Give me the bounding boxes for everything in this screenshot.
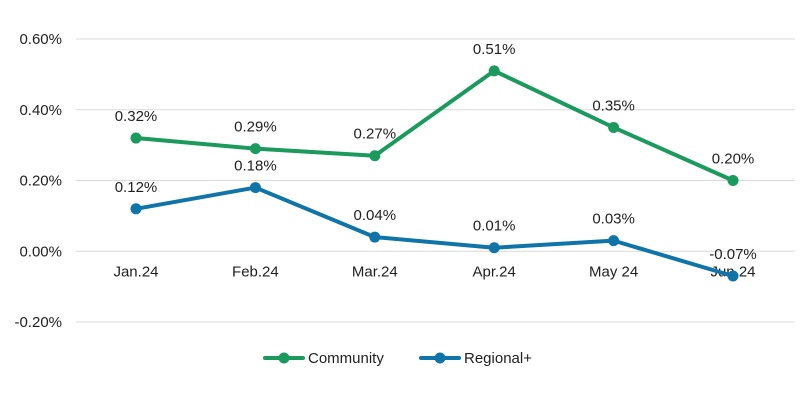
data-label: 0.35% xyxy=(592,97,635,114)
data-point xyxy=(130,132,142,144)
data-point xyxy=(488,65,500,77)
x-tick-label: Apr.24 xyxy=(473,263,516,280)
data-point xyxy=(369,150,381,162)
data-point xyxy=(249,182,261,194)
data-label: 0.29% xyxy=(234,119,277,136)
y-tick-label: 0.60% xyxy=(19,31,62,48)
data-point xyxy=(130,203,142,215)
data-label: 0.03% xyxy=(592,211,635,228)
data-point xyxy=(608,235,620,247)
grid-lines xyxy=(76,38,795,323)
data-labels: 0.32% 0.29% 0.27% 0.51% 0.35% 0.20% 0.12% 0.18%… xyxy=(115,41,757,263)
x-tick-label: May 24 xyxy=(589,263,638,280)
data-point xyxy=(488,242,500,254)
legend: Community Regional+ xyxy=(263,350,532,367)
data-label: 0.20% xyxy=(712,151,755,168)
data-label: 0.18% xyxy=(234,158,277,175)
data-label: 0.04% xyxy=(354,207,397,224)
x-tick-label: Mar.24 xyxy=(352,263,398,280)
y-tick-label: -0.20% xyxy=(14,314,62,331)
legend-label: Regional+ xyxy=(464,350,532,367)
y-tick-label: 0.40% xyxy=(19,102,62,119)
legend-swatch-marker xyxy=(434,352,446,364)
x-tick-label: Feb.24 xyxy=(232,263,279,280)
data-label: 0.27% xyxy=(354,126,397,143)
legend-label: Community xyxy=(308,350,384,367)
data-label: 0.01% xyxy=(473,218,516,235)
legend-swatch-marker xyxy=(278,352,290,364)
data-point xyxy=(727,175,739,186)
data-point xyxy=(249,143,261,155)
series-line-2 xyxy=(134,185,735,279)
y-tick-label: 0.00% xyxy=(19,243,62,260)
data-label: 0.32% xyxy=(115,108,158,125)
data-point xyxy=(727,270,739,282)
series-line-1 xyxy=(134,68,735,183)
series xyxy=(130,65,739,282)
y-axis-ticks: -0.20% 0.00% 0.20% 0.40% 0.60% xyxy=(14,31,62,331)
data-label: 0.51% xyxy=(473,41,516,58)
data-point xyxy=(608,121,620,133)
x-tick-label: Jan.24 xyxy=(113,263,158,280)
y-tick-label: 0.20% xyxy=(19,173,62,190)
data-point xyxy=(369,231,381,243)
data-label: -0.07% xyxy=(709,246,757,263)
data-label: 0.12% xyxy=(115,179,158,196)
